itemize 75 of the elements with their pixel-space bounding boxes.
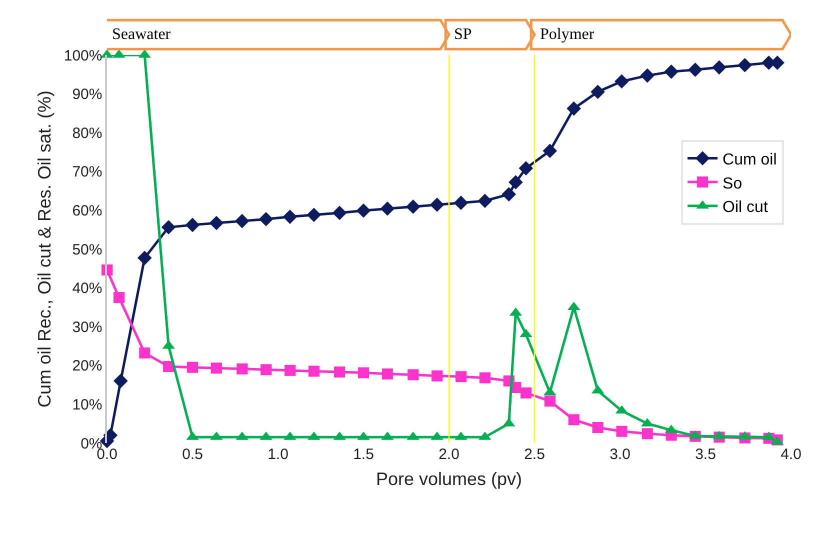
point bbox=[210, 362, 222, 374]
x-tick-label: 4.0 bbox=[780, 446, 802, 463]
point bbox=[258, 212, 274, 226]
point bbox=[642, 428, 653, 440]
point bbox=[614, 74, 629, 89]
legend-label: Cum oil bbox=[722, 152, 777, 168]
text: Seawater bbox=[112, 26, 172, 43]
point bbox=[114, 374, 128, 388]
x-axis-title: Pore volumes (pv) bbox=[376, 469, 522, 490]
point bbox=[712, 60, 726, 75]
point bbox=[408, 369, 419, 380]
point bbox=[518, 161, 534, 176]
y-tick-label: 80% bbox=[72, 124, 102, 142]
point bbox=[358, 367, 369, 378]
point bbox=[688, 62, 702, 77]
point bbox=[209, 216, 224, 230]
y-tick-label: 50% bbox=[72, 241, 102, 258]
point bbox=[139, 347, 150, 358]
y-tick-label: 90% bbox=[72, 86, 102, 104]
y-tick-label: 10% bbox=[72, 396, 102, 414]
point bbox=[502, 187, 516, 202]
x-tick-label: 1.5 bbox=[353, 446, 374, 463]
y-tick-label: 30% bbox=[72, 318, 102, 336]
x-tick-label: 2.0 bbox=[438, 446, 460, 463]
point bbox=[260, 364, 272, 376]
point bbox=[234, 214, 250, 228]
point bbox=[590, 84, 605, 100]
point bbox=[308, 366, 320, 377]
point bbox=[568, 414, 580, 426]
point bbox=[137, 250, 152, 266]
x-tick-label: 1.0 bbox=[268, 446, 288, 463]
point bbox=[382, 368, 393, 380]
point bbox=[332, 206, 347, 220]
y-tick-label: 100% bbox=[64, 47, 102, 64]
point bbox=[430, 198, 444, 212]
y-tick-label: 20% bbox=[72, 358, 102, 375]
legend-label: Oil cut bbox=[722, 199, 768, 216]
y-axis-title: Cum oil Rec., Oil cut & Res. Oil sat. (%) bbox=[34, 90, 55, 408]
point bbox=[432, 370, 443, 382]
x-tick-label: 0.5 bbox=[182, 446, 203, 463]
point bbox=[306, 208, 322, 222]
point bbox=[478, 194, 492, 208]
x-tick-label: 3.5 bbox=[695, 446, 716, 463]
point bbox=[544, 396, 556, 407]
point bbox=[455, 371, 466, 382]
point bbox=[334, 366, 346, 378]
point bbox=[479, 372, 490, 384]
point bbox=[520, 387, 532, 398]
point bbox=[454, 196, 468, 210]
y-tick-label: 60% bbox=[72, 202, 102, 220]
point bbox=[738, 58, 752, 72]
point bbox=[187, 362, 198, 373]
point bbox=[284, 364, 296, 376]
y-tick-label: 70% bbox=[72, 164, 102, 181]
point bbox=[406, 200, 420, 214]
text: Polymer bbox=[540, 26, 595, 43]
x-tick-label: 2.5 bbox=[524, 446, 545, 463]
text: SP bbox=[454, 26, 472, 43]
y-tick-label: 40% bbox=[72, 280, 102, 298]
point bbox=[161, 220, 176, 234]
legend-label: So bbox=[722, 175, 742, 192]
point bbox=[566, 101, 581, 116]
point bbox=[282, 210, 298, 224]
point bbox=[640, 68, 655, 83]
point bbox=[113, 292, 124, 303]
point bbox=[508, 175, 523, 190]
point bbox=[380, 202, 395, 216]
point bbox=[592, 422, 604, 433]
x-tick-label: 3.0 bbox=[610, 446, 630, 463]
point bbox=[616, 426, 628, 437]
point bbox=[185, 218, 200, 232]
point bbox=[356, 203, 371, 218]
point bbox=[542, 144, 558, 158]
point bbox=[664, 64, 678, 79]
point bbox=[236, 363, 248, 374]
